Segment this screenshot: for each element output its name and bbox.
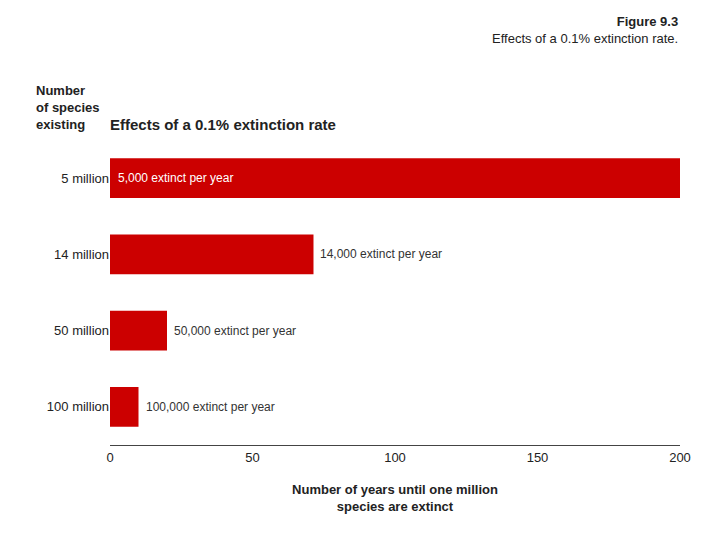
svg-text:100,000 extinct per year: 100,000 extinct per year (146, 400, 275, 414)
svg-text:14 million: 14 million (54, 247, 109, 262)
svg-text:0: 0 (106, 450, 113, 465)
svg-text:150: 150 (527, 450, 549, 465)
svg-text:50,000 extinct per year: 50,000 extinct per year (174, 324, 296, 338)
svg-text:5 million: 5 million (61, 171, 109, 186)
svg-text:100 million: 100 million (47, 399, 109, 414)
svg-text:Numberof speciesexisting: Numberof speciesexisting (36, 83, 100, 132)
svg-text:50: 50 (245, 450, 259, 465)
svg-text:50 million: 50 million (54, 323, 109, 338)
svg-text:Effects of a 0.1% extinction r: Effects of a 0.1% extinction rate (110, 116, 336, 133)
svg-text:200: 200 (669, 450, 691, 465)
svg-text:14,000 extinct per year: 14,000 extinct per year (320, 247, 442, 261)
svg-text:Number of years until one mill: Number of years until one millionspecies… (292, 482, 498, 514)
svg-text:100: 100 (384, 450, 406, 465)
svg-text:5,000 extinct per year: 5,000 extinct per year (118, 171, 233, 185)
svg-text:Figure 9.3Effects of a 0.1% ex: Figure 9.3Effects of a 0.1% extinction r… (492, 14, 678, 46)
